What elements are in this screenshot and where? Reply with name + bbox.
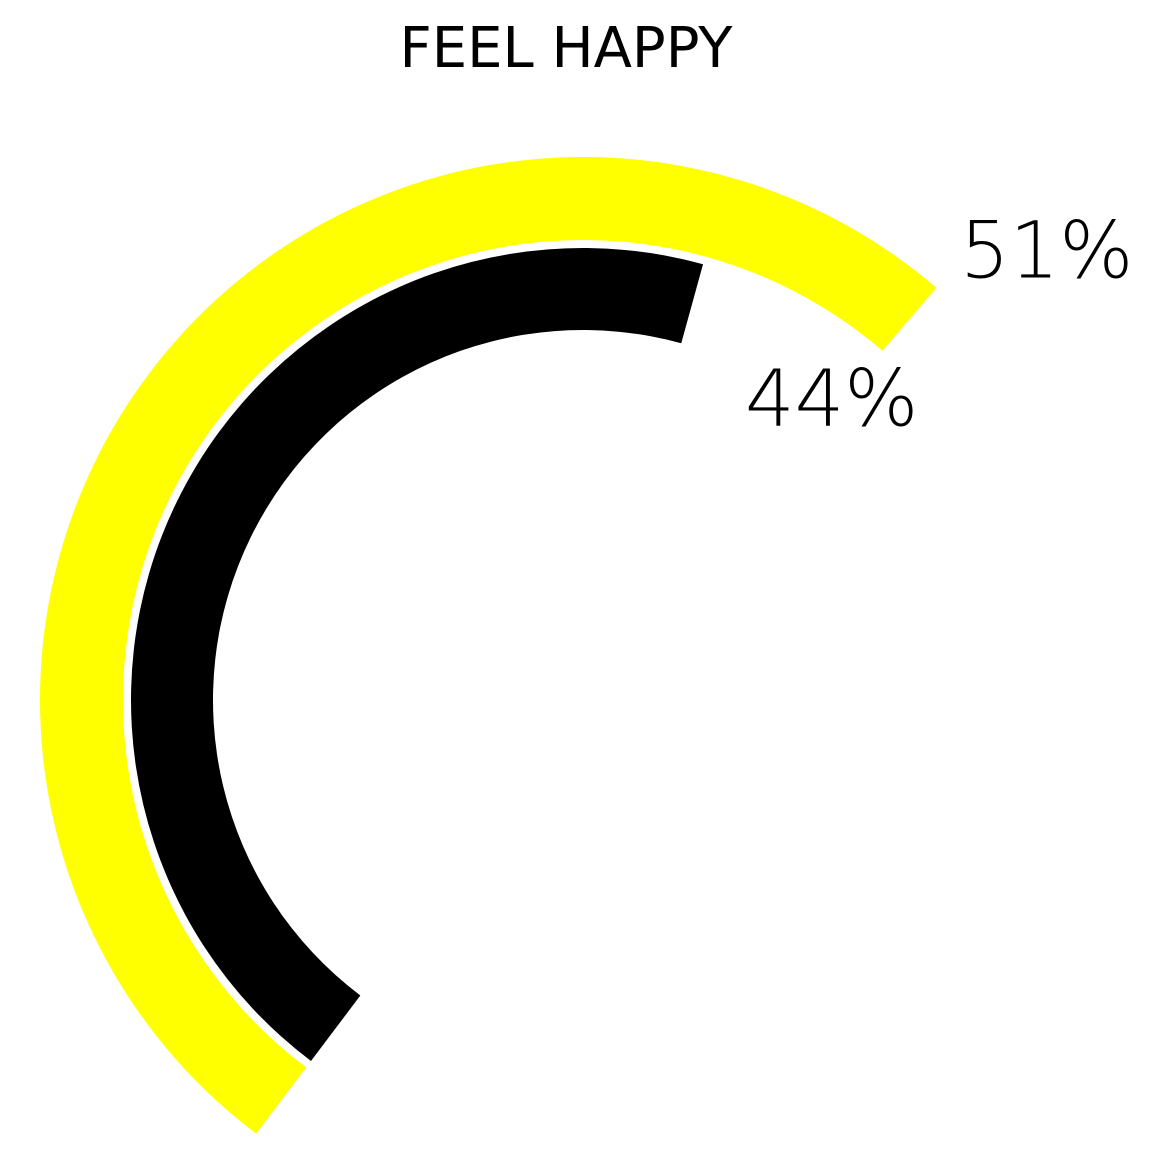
value-label: 51% bbox=[960, 207, 1133, 297]
chart-title: FEEL HAPPY bbox=[400, 16, 734, 81]
arc-bar bbox=[130, 247, 704, 1061]
arc-bar bbox=[40, 157, 937, 1134]
value-label: 44% bbox=[745, 355, 918, 445]
